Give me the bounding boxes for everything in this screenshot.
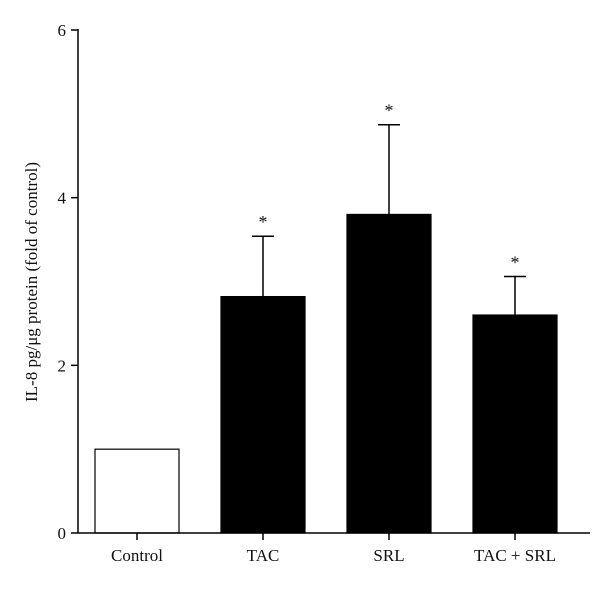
significance-marker-srl: *	[385, 101, 394, 121]
labels-group: Control * TAC * SRL * TAC + SRL 0 2 4 6	[58, 21, 556, 565]
error-bars-group	[252, 123, 526, 316]
y-axis-label: IL-8 pg/μg protein (fold of control)	[22, 162, 41, 402]
y-tick-label-0: 0	[58, 524, 67, 543]
significance-marker-tac: *	[259, 212, 268, 232]
bar-srl	[346, 213, 432, 534]
x-tick-label-srl: SRL	[373, 546, 404, 565]
axes-group	[71, 29, 590, 540]
y-tick-label-4: 4	[58, 189, 67, 208]
y-tick-label-6: 6	[58, 21, 67, 40]
x-tick-label-control: Control	[111, 546, 163, 565]
bars-group	[94, 213, 558, 534]
significance-marker-tac-srl: *	[511, 252, 520, 272]
bar-tac-srl	[472, 314, 558, 534]
y-tick-label-2: 2	[58, 356, 67, 375]
bar-control	[94, 448, 180, 534]
x-tick-label-tac: TAC	[247, 546, 280, 565]
bar-tac	[220, 295, 306, 534]
x-tick-label-tac-srl: TAC + SRL	[474, 546, 556, 565]
